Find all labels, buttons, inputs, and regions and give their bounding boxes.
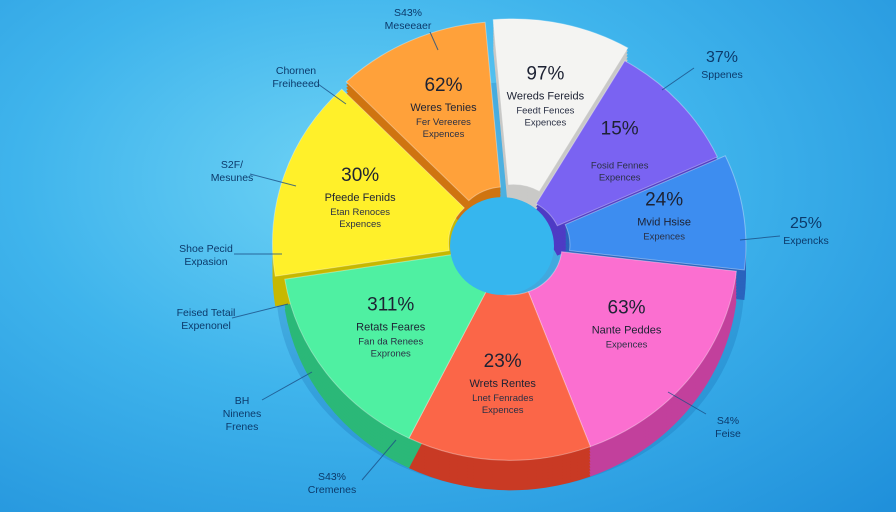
leader-line (249, 173, 297, 187)
slice-title-label: Weres Tenies (410, 102, 477, 114)
slice-sub-label: Lnet Fenrades (472, 393, 534, 404)
pie-slice (564, 155, 747, 271)
callout-sublabel: Freiheeed (272, 78, 319, 90)
pie-slice (272, 88, 466, 277)
slice-percent-label: 23% (484, 351, 522, 372)
center-hole (450, 197, 554, 295)
leader-line (261, 371, 313, 401)
slice-sub-label: Expences (606, 340, 648, 351)
callout-sublabel: Expenonel (181, 320, 231, 332)
slice-sub-label: Expences (643, 231, 685, 242)
slice-percent-label: 63% (608, 298, 646, 319)
slice-title-label: Pfeede Fenids (325, 192, 396, 204)
leader-line (231, 303, 289, 319)
callout-sublabel: Meseeaer (385, 20, 432, 32)
callout-label: Shoe Pecid (179, 243, 233, 255)
pie-slice (492, 18, 629, 192)
slice-percent-label: 24% (645, 189, 683, 210)
slice-percent-label: 97% (526, 63, 564, 84)
leader-line (739, 235, 781, 241)
callout-label: S4% (717, 415, 739, 427)
slice-sub-label: Expences (423, 129, 465, 140)
slice-title-label: Wereds Fereids (507, 90, 585, 102)
pie-slice (408, 289, 592, 461)
slice-sub-label: Feedt Fences (516, 105, 574, 116)
callout-sublabel: Expasion (184, 256, 227, 268)
slice-sub-label: Fer Vereeres (416, 117, 471, 128)
leader-line (667, 391, 707, 415)
slice-sub-label: Exprones (371, 348, 411, 359)
callout-label: S43% (318, 471, 346, 483)
callout-label: BH (235, 395, 250, 407)
callout-label: 37% (706, 49, 738, 66)
slice-percent-label: 15% (601, 119, 639, 140)
slice-sub-label: Fan da Renees (358, 336, 423, 347)
callout-sublabel: Sppenes (701, 69, 742, 81)
slice-title-label: Retats Feares (356, 321, 426, 333)
callout-sublabel: Ninenes (223, 408, 262, 420)
callout-label: 25% (790, 215, 822, 232)
callout-sublabel: Expencks (783, 235, 829, 247)
callout-label: S2F/ (221, 159, 243, 171)
slice-sub-label: Expences (482, 405, 524, 416)
callout-label: S43% (394, 7, 422, 19)
leader-line (429, 31, 439, 51)
leader-line (317, 83, 347, 105)
slice-sub-label: Etan Renoces (330, 207, 390, 218)
slice-sub-label: Expences (599, 173, 641, 184)
callout-sublabel: Frenes (226, 421, 259, 433)
slice-title-label: Wrets Rentes (469, 378, 536, 390)
callout-label: Feised Tetail (177, 307, 236, 319)
callout-label: Chornen (276, 65, 316, 77)
leader-line (361, 439, 397, 481)
slice-sub-label: Expences (524, 117, 566, 128)
callout-sublabel: Mesunes (211, 172, 254, 184)
callout-sublabel: Feise (715, 428, 741, 440)
pie-slice (345, 21, 502, 202)
slice-sub-label: Expences (339, 219, 381, 230)
slice-percent-label: 30% (341, 165, 379, 186)
leader-line (661, 67, 695, 91)
slice-title-label: Mvid Hsise (637, 216, 691, 228)
slice-sub-label: Fosid Fennes (591, 161, 649, 172)
pie-slice (527, 251, 737, 448)
slice-percent-label: 311% (367, 294, 414, 315)
pie-slice (535, 60, 719, 227)
slice-title-label: Nante Peddes (592, 325, 662, 337)
callout-sublabel: Cremenes (308, 484, 356, 496)
slice-percent-label: 62% (424, 75, 462, 96)
